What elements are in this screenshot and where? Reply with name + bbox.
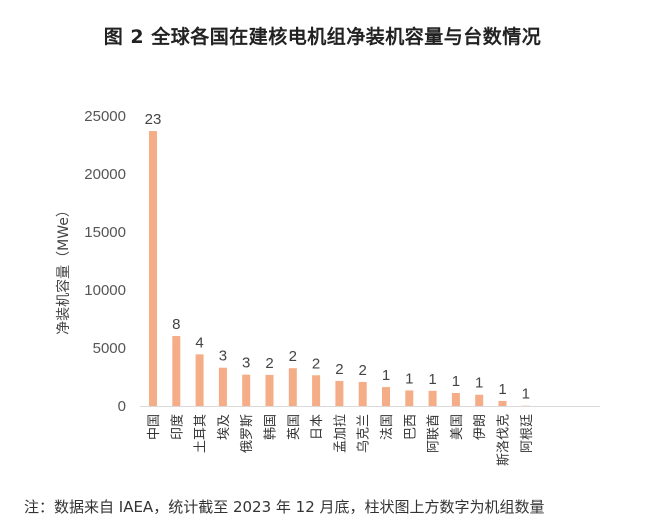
category-label: 阿联酋 [426,414,442,453]
category-label: 印度 [169,414,185,440]
bar [312,375,321,406]
category-label: 巴西 [403,414,418,440]
bar [475,394,484,406]
category-label: 日本 [310,414,325,440]
bar [288,368,297,406]
data-label: 2 [289,348,297,365]
bar [242,374,251,406]
y-tick-label: 10000 [84,282,126,299]
data-label: 23 [145,111,162,128]
data-label: 1 [452,373,460,390]
bar [195,354,204,406]
category-label: 斯洛伐克 [497,414,512,466]
y-tick-label: 0 [118,398,126,415]
category-label: 土耳其 [194,414,209,453]
data-label: 1 [475,375,483,392]
y-tick-label: 25000 [84,108,126,125]
category-label: 俄罗斯 [240,414,255,453]
category-label: 伊朗 [473,414,488,440]
data-label: 1 [405,370,413,387]
y-tick-label: 15000 [84,224,126,241]
chart-note: 注：数据来自 IAEA，统计截至 2023 年 12 月底，柱状图上方数字为机组… [24,498,545,516]
data-label: 2 [312,355,320,372]
bar [265,374,274,406]
data-label: 3 [242,355,250,372]
bar [428,390,437,406]
category-label: 美国 [450,414,465,440]
category-label: 英国 [287,414,302,440]
data-label: 1 [428,371,436,388]
y-tick-label: 5000 [93,340,126,357]
category-label: 法国 [380,414,395,440]
category-label: 乌克兰 [356,414,372,453]
data-label: 1 [382,367,390,384]
bar [172,336,181,406]
data-label: 2 [265,355,273,372]
bar [149,131,157,406]
bar [451,393,460,406]
data-label: 1 [498,381,506,398]
category-label: 埃及 [217,414,232,440]
y-tick-label: 20000 [84,166,126,183]
bar [335,380,344,406]
bar [405,390,414,406]
category-label: 阿根廷 [520,414,535,453]
bar [358,381,367,406]
data-label: 2 [359,362,367,379]
bar [498,400,507,406]
data-label: 3 [219,348,227,365]
category-label: 孟加拉 [333,414,348,453]
category-label: 中国 [147,414,162,440]
data-label: 2 [335,361,343,378]
data-label: 4 [195,334,203,351]
y-axis-label: 净装机容量（MWe） [55,203,72,335]
chart-title: 图 2 全球各国在建核电机组净装机容量与台数情况 [103,26,542,48]
bar [218,367,227,406]
data-label: 1 [522,386,530,403]
y-axis: 0 5000 10000 15000 20000 25000 [84,108,126,415]
bar [382,387,390,406]
data-label: 8 [172,316,180,333]
category-labels: 中国 印度 土耳其 埃及 俄罗斯 韩国 英国 日本 孟加拉 乌克兰 法国 巴西 阿联酋 美国 伊朗 斯洛伐克阿… [147,414,535,466]
category-label: 韩国 [264,414,279,440]
